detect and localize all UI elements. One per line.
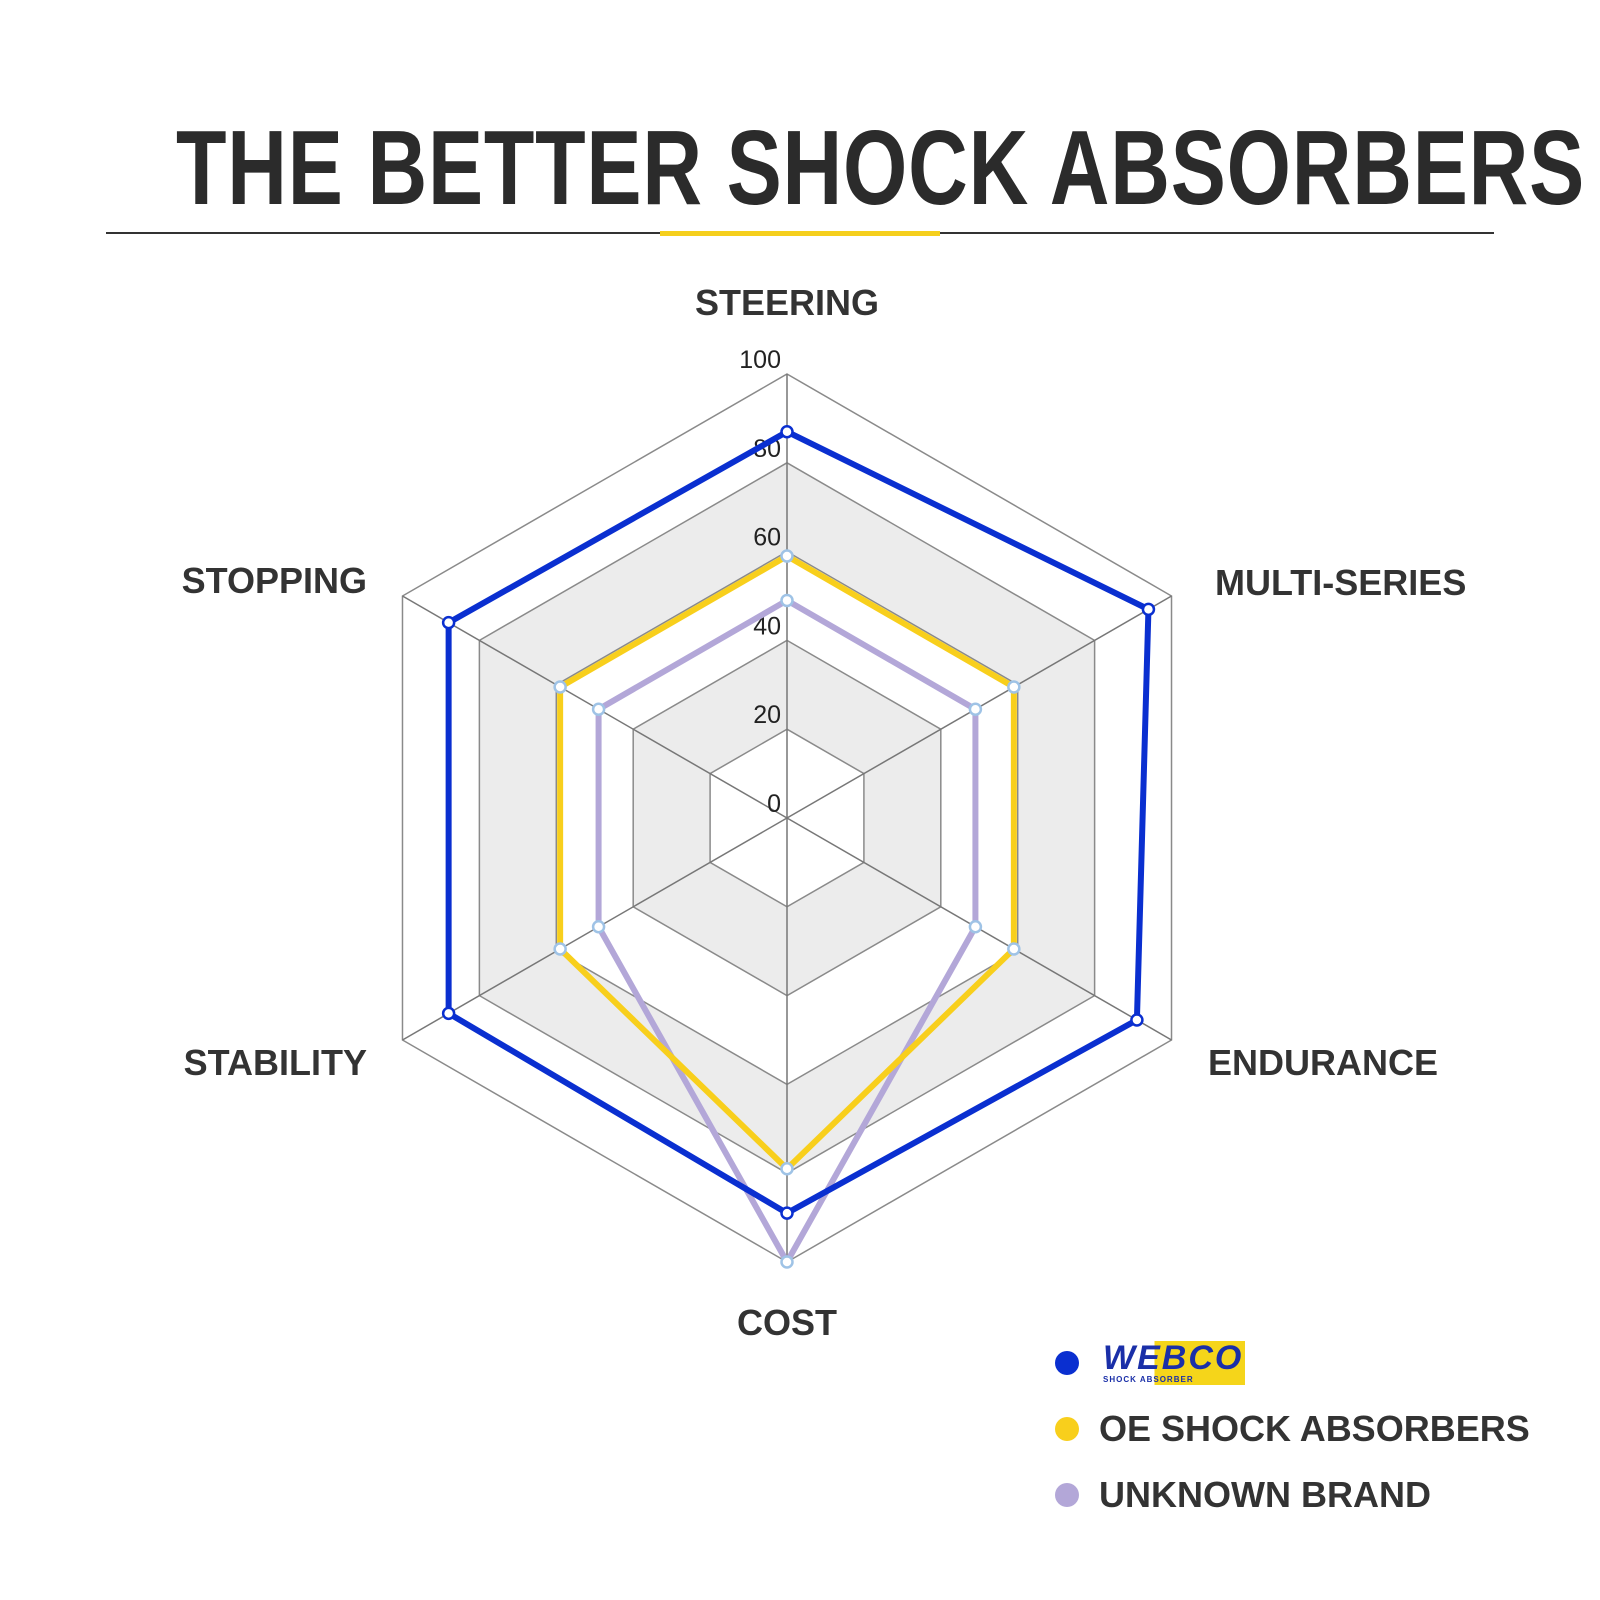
tick-label: 60 — [753, 524, 781, 552]
data-point — [968, 920, 983, 934]
axis-label-cost: COST — [737, 1302, 837, 1343]
data-point — [780, 1162, 794, 1176]
axis-label-endurance: ENDURANCE — [1208, 1042, 1438, 1083]
page-title: THE BETTER SHOCK ABSORBERS — [176, 109, 1586, 227]
data-point — [1141, 602, 1156, 617]
data-point — [591, 702, 606, 716]
data-point — [780, 424, 794, 439]
data-point — [780, 549, 794, 563]
data-point — [1007, 942, 1021, 956]
axis-label-steering: STEERING — [695, 282, 879, 323]
data-point — [591, 920, 606, 934]
axis-label-multi-series: MULTI-SERIES — [1215, 562, 1466, 603]
tick-label: 100 — [739, 346, 781, 374]
data-point — [441, 1006, 456, 1021]
axis-label-stability: STABILITY — [184, 1042, 367, 1083]
webco-logo: WEBCO SHOCK ABSORBER — [1099, 1339, 1245, 1385]
data-point — [441, 615, 456, 630]
data-point — [780, 1255, 794, 1269]
legend-dot — [1055, 1417, 1079, 1441]
data-point — [1130, 1013, 1144, 1027]
legend-item-oe: OE SHOCK ABSORBERS — [1055, 1396, 1530, 1462]
data-point — [1007, 680, 1021, 694]
data-point — [553, 680, 567, 694]
legend-dot — [1055, 1351, 1079, 1375]
legend-item-webco: WEBCO SHOCK ABSORBER — [1055, 1330, 1530, 1396]
legend: WEBCO SHOCK ABSORBER OE SHOCK ABSORBERS … — [1055, 1330, 1530, 1528]
tick-label: 0 — [767, 790, 781, 818]
legend-dot — [1055, 1483, 1079, 1507]
data-point — [780, 1206, 794, 1220]
data-point — [968, 702, 983, 716]
title-divider-accent — [660, 231, 940, 236]
data-point — [553, 942, 567, 956]
axis-label-stopping: STOPPING — [182, 560, 367, 601]
legend-item-unknown: UNKNOWN BRAND — [1055, 1462, 1530, 1528]
data-point — [780, 593, 794, 608]
tick-label: 20 — [753, 701, 781, 729]
